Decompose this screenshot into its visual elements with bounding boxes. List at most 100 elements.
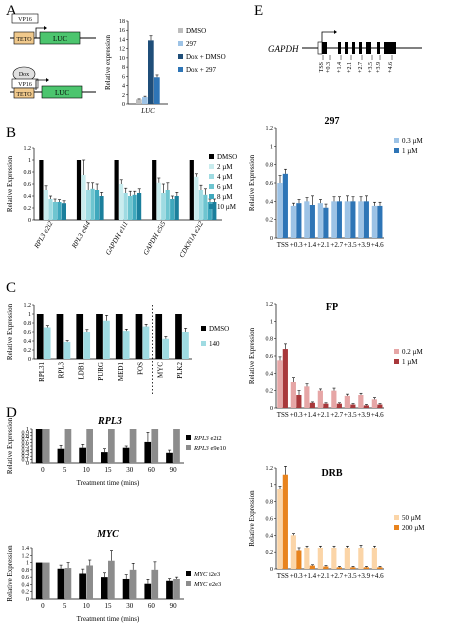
x-tick-label: 15 <box>105 602 113 610</box>
y-tick-label: 0.6 <box>266 181 274 187</box>
x-tick-label: +4.6 <box>371 411 384 419</box>
bar-myc-i2e3-30 <box>122 578 130 599</box>
x-tick-label: +2.7 <box>330 411 343 419</box>
gene-position-label: +3.9 <box>376 62 382 73</box>
gene-position-label: +2.7 <box>358 62 364 73</box>
bar-myc-e2e3-5 <box>64 568 72 599</box>
legend-label-10-m: 10 µM <box>217 203 237 211</box>
bar-1-m-4-6 <box>377 205 383 238</box>
y-tick-label: 0.8 <box>24 170 32 176</box>
bar-1-m-3-5 <box>350 201 356 238</box>
bar-0-2-m-3-9 <box>358 395 364 408</box>
bar-10-m-rpl3-e2i2 <box>61 203 66 220</box>
legend-label-2-m: 2 µM <box>217 163 233 171</box>
bar-0-2-m-4-6 <box>371 399 377 408</box>
x-tick-label: +4.6 <box>371 572 384 580</box>
legend-label-8-m: 8 µM <box>217 193 233 201</box>
x-tick-label: RPL31 <box>38 362 46 382</box>
legend-label-myc-i2e3: MYC i2e3 <box>193 571 220 578</box>
chart-title: FP <box>326 302 338 313</box>
bar-0-2-m-1-4 <box>304 386 310 408</box>
luc-box-dox <box>41 85 83 99</box>
bar-2-m-rpl3-e4i4 <box>81 175 86 220</box>
arrow-icon-dox <box>35 79 46 90</box>
legend-swatch <box>394 349 399 354</box>
y-tick-label: 0.4 <box>22 582 30 588</box>
legend-label-1-m: 1 µM <box>402 147 418 155</box>
bar-myc-e2e3-0 <box>42 562 50 599</box>
bar-myc-i2e3-0 <box>35 562 43 599</box>
y-tick-label: 6 <box>122 74 125 80</box>
chart-a: 0 2 4 6 8 10 12 14 16 18 Relative expression LUC DMS… <box>104 19 226 115</box>
y-axis-label: Relative expression <box>104 34 112 90</box>
x-tick-label: +2.7 <box>330 241 343 249</box>
construct-dox: Dox VP16 TETO LUC <box>10 66 96 99</box>
bar-myc-e2e3-90 <box>173 578 180 599</box>
legend-swatch <box>394 148 399 153</box>
y-tick-label: 0 <box>26 461 29 467</box>
bar-1-m-0-3 <box>296 395 302 408</box>
bar-200-m-3-5 <box>350 567 356 569</box>
x-tick-label: +1.4 <box>303 572 316 580</box>
y-tick-label: 0.8 <box>266 337 274 343</box>
bar-10-m-gapdh-e5i5 <box>174 196 179 220</box>
y-tick-label: 0.6 <box>22 441 30 447</box>
x-tick-label: 15 <box>105 466 113 474</box>
bar-2-m-gapdh-e5i5 <box>156 182 161 220</box>
bar-200-m-2-1 <box>323 566 329 569</box>
bar-0-3-m-0-3 <box>290 205 296 238</box>
x-tick-label: RPL3 e4i4 <box>70 220 93 251</box>
y-tick-label: 1.2 <box>22 553 30 559</box>
bar-140-ldb1 <box>83 332 91 359</box>
y-tick-label: 0.3 <box>22 451 30 457</box>
bar-myc-i2e3-15 <box>101 577 108 599</box>
bar-50-m-4-6 <box>371 547 377 569</box>
bar-140-rpl31 <box>43 327 51 359</box>
y-tick-label: 1 <box>26 561 29 567</box>
panel-letter-e: E <box>254 3 263 19</box>
bar-rpl3-e9e10-60 <box>151 429 159 463</box>
bar-4-m-rpl3-e4i4 <box>85 190 91 220</box>
bar-dmso-luc <box>136 99 142 104</box>
bar-0-3-m-2-7 <box>331 201 337 238</box>
gene-position-label: +4.6 <box>388 62 394 73</box>
y-tick-label: 0.8 <box>22 434 30 440</box>
y-tick-label: 12 <box>119 47 125 53</box>
chart-b: 0 0.2 0.4 0.6 0.8 1 1.2 Relative Expression RPL3… <box>6 146 237 259</box>
bar-rpl3-e2i2-10 <box>79 447 86 463</box>
bar-dmso-gapdh-e1i1 <box>114 160 119 220</box>
y-tick-label: 14 <box>119 37 125 43</box>
x-tick-label: +3.5 <box>344 572 357 580</box>
bar-50-m-0-3 <box>290 535 296 569</box>
y-tick-label: 4 <box>122 84 125 90</box>
y-tick-label: 1 <box>270 483 273 489</box>
bar-rpl3-e2i2-60 <box>144 441 152 463</box>
vp16-label-dox: VP16 <box>18 82 32 88</box>
y-axis-label: Relative Expression <box>6 417 14 474</box>
bar-200-m-2-7 <box>336 567 342 569</box>
bar-140-med1 <box>122 331 130 359</box>
x-tick-label: +1.4 <box>303 241 316 249</box>
y-tick-label: 0.6 <box>266 354 274 360</box>
bar-50-m-1-4 <box>304 547 310 569</box>
legend-label-140: 140 <box>209 340 220 348</box>
bar-1-m-0-3 <box>296 203 302 238</box>
gene-position-label: TSS <box>319 62 325 72</box>
arrow-icon <box>35 27 44 38</box>
bar-dmso-rpl3-e2i2 <box>39 160 44 220</box>
bar-dox-297-luc <box>154 77 160 104</box>
y-tick-label: 0.7 <box>22 437 30 443</box>
bar-dmso-gapdh-e5i5 <box>152 160 157 220</box>
bar-10-m-gapdh-e1i1 <box>137 193 142 220</box>
x-tick-label: 60 <box>148 602 156 610</box>
y-tick-label: 0.2 <box>24 348 32 354</box>
y-tick-label: 10 <box>119 56 125 62</box>
chart-title: 297 <box>325 116 340 127</box>
x-tick-label: 0 <box>41 466 45 474</box>
y-tick-label: 0.4 <box>266 199 274 205</box>
y-axis-label: Relative Expression <box>6 303 14 360</box>
legend-swatch <box>178 54 183 59</box>
bar-8-m-gapdh-e1i1 <box>132 194 137 220</box>
legend-swatch <box>394 525 399 530</box>
legend-label-dmso: DMSO <box>186 27 206 35</box>
